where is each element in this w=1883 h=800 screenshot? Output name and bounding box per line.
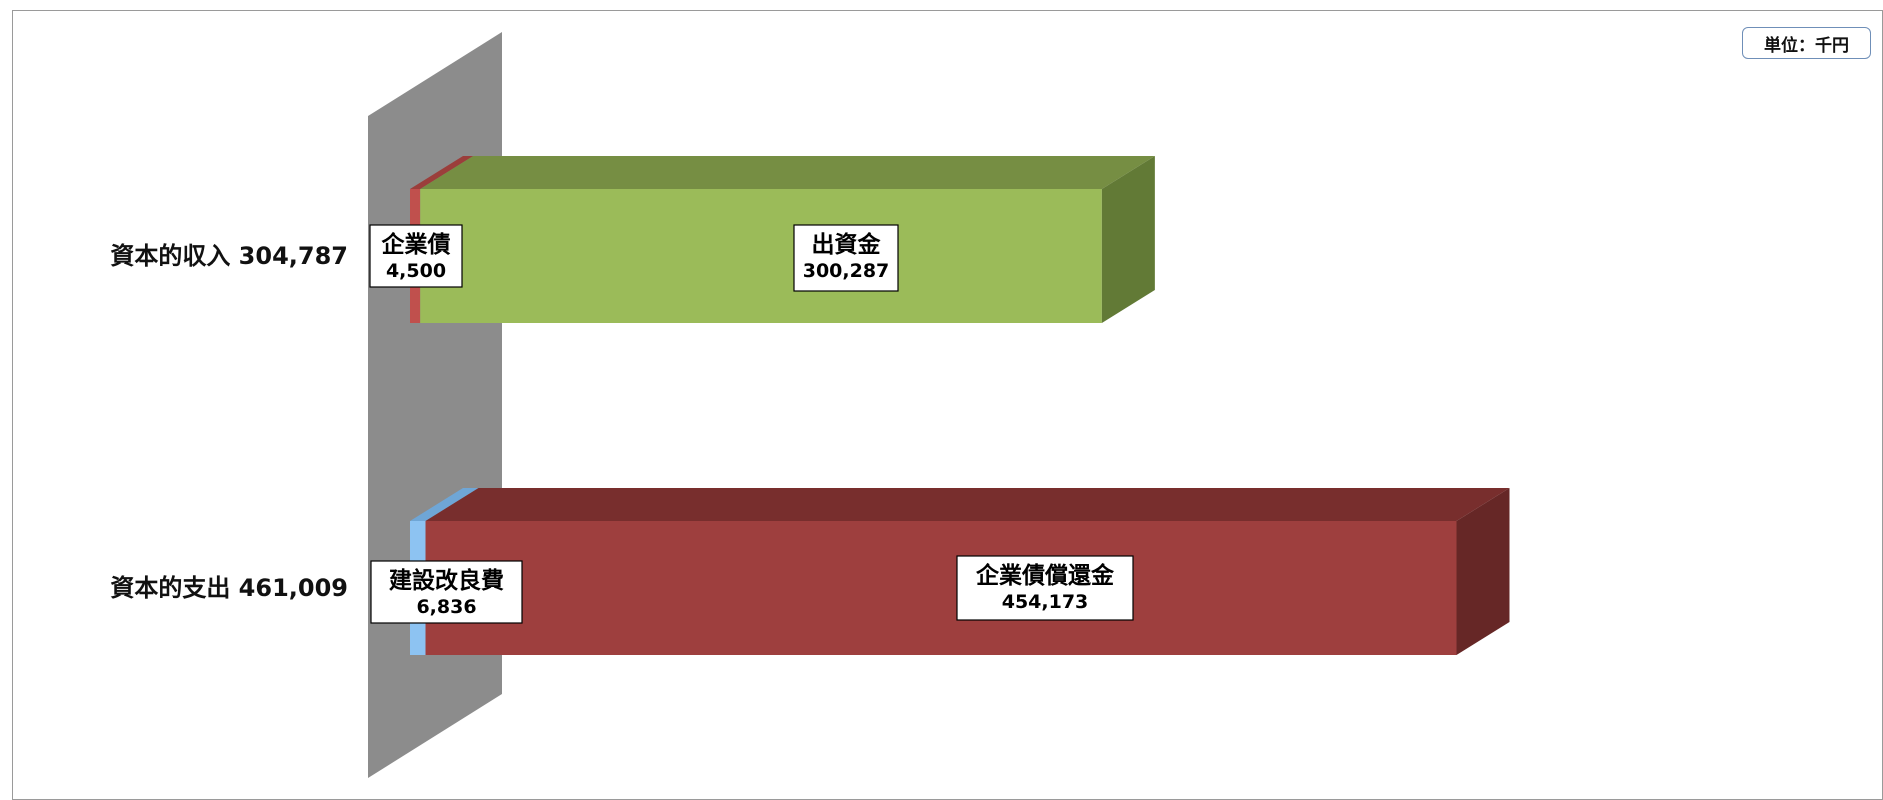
bar-segment-top xyxy=(410,488,479,521)
data-label-box xyxy=(370,560,523,624)
bar-segment-side xyxy=(1101,156,1155,323)
data-label-value: 4,500 xyxy=(386,260,446,282)
data-label-value: 454,173 xyxy=(1002,591,1089,613)
data-label-name: 企業債償還金 xyxy=(975,562,1115,589)
bar-segment-top xyxy=(425,488,1510,521)
bar-segment-front xyxy=(420,189,1102,323)
data-label-name: 企業債 xyxy=(381,231,451,258)
data-label-box xyxy=(956,555,1134,621)
data-label-name: 建設改良費 xyxy=(389,567,504,594)
unit-label: 単位：千円 xyxy=(1742,27,1871,59)
bar-segment-side xyxy=(1456,488,1510,655)
chart-frame xyxy=(12,10,1883,800)
category-label: 資本的収入 304,787 xyxy=(110,242,348,270)
data-label-box xyxy=(793,224,899,292)
category-label: 資本的支出 461,009 xyxy=(110,574,348,602)
data-label-box xyxy=(369,224,463,288)
data-label-value: 300,287 xyxy=(803,260,890,282)
back-wall xyxy=(368,32,502,778)
data-label-value: 6,836 xyxy=(416,596,476,618)
bar-segment-front xyxy=(425,521,1457,655)
bar-segment-top xyxy=(410,156,474,189)
bar-segment-top xyxy=(420,156,1155,189)
data-label-name: 出資金 xyxy=(812,231,882,258)
